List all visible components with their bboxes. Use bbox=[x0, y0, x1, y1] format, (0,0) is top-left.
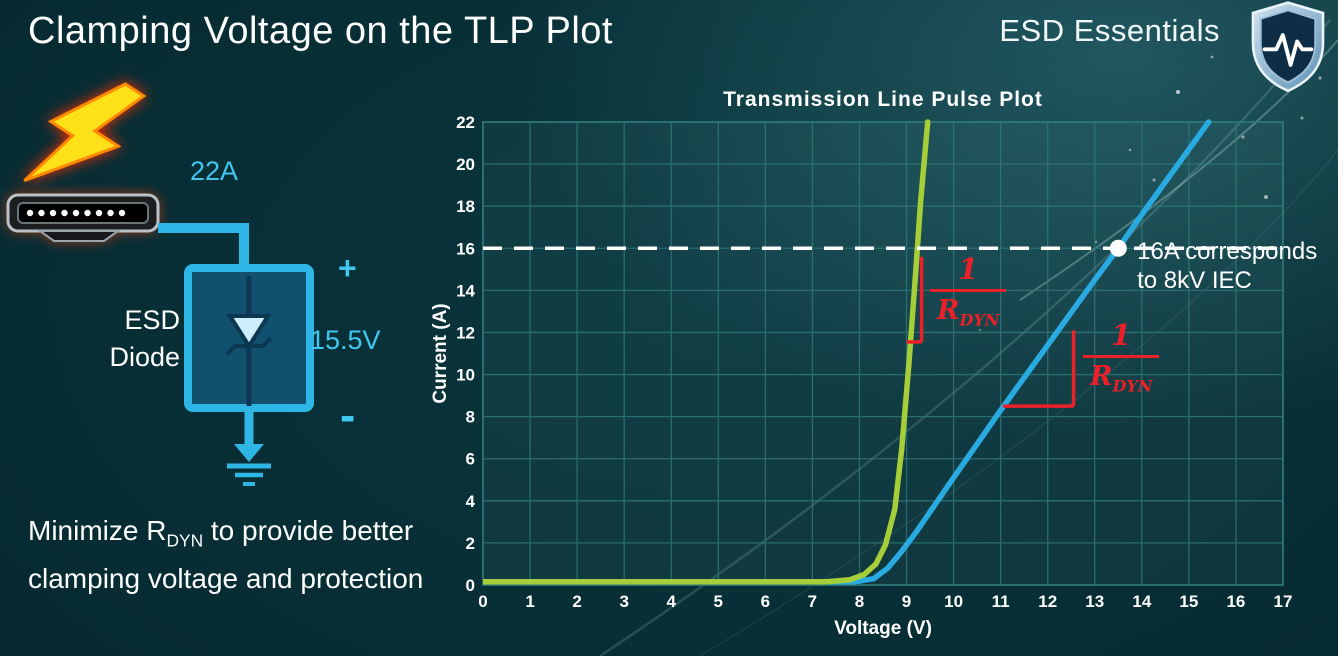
surge-wire bbox=[158, 223, 249, 270]
footer-note-prefix: Minimize R bbox=[28, 515, 167, 546]
ground-arrow bbox=[234, 408, 264, 462]
svg-text:3: 3 bbox=[619, 592, 628, 611]
svg-text:16: 16 bbox=[456, 239, 475, 258]
lightning-icon bbox=[23, 82, 147, 183]
esd-diode-label-line2: Diode bbox=[109, 342, 180, 372]
svg-text:6: 6 bbox=[466, 450, 475, 469]
series-group bbox=[483, 119, 1212, 585]
plot-border bbox=[482, 121, 1284, 586]
y-axis-title: Current (A) bbox=[430, 303, 451, 403]
svg-text:13: 13 bbox=[1085, 592, 1104, 611]
footer-note-sub: DYN bbox=[166, 530, 204, 551]
svg-text:8: 8 bbox=[855, 592, 864, 611]
svg-text:1: 1 bbox=[525, 592, 534, 611]
series-low-rdyn-diode bbox=[483, 119, 931, 585]
clamping-voltage-label: 15.5V bbox=[310, 325, 381, 355]
svg-text:18: 18 bbox=[456, 197, 475, 216]
svg-text:12: 12 bbox=[456, 323, 475, 342]
zener-diode-symbol bbox=[225, 276, 273, 406]
svg-text:0: 0 bbox=[466, 576, 475, 595]
surge-current-label: 22A bbox=[190, 156, 239, 186]
svg-text:16: 16 bbox=[1226, 592, 1245, 611]
svg-text:11: 11 bbox=[992, 592, 1010, 611]
svg-text:15: 15 bbox=[1179, 592, 1198, 611]
footer-note-suffix: to provide better clamping voltage and p… bbox=[28, 515, 424, 594]
svg-text:4: 4 bbox=[667, 592, 677, 611]
x-axis-title: Voltage (V) bbox=[834, 618, 932, 639]
svg-text:12: 12 bbox=[1038, 592, 1057, 611]
esd-diode-label-line1: ESD bbox=[124, 305, 180, 335]
brand-label: ESD Essentials bbox=[999, 13, 1220, 48]
footer-note: Minimize RDYN to provide better clamping… bbox=[28, 512, 426, 597]
svg-text:5: 5 bbox=[714, 592, 723, 611]
esd-diode-label: ESD Diode bbox=[95, 302, 180, 376]
svg-text:2: 2 bbox=[466, 534, 475, 553]
plus-sign: + bbox=[338, 250, 357, 286]
svg-text:9: 9 bbox=[902, 592, 911, 611]
svg-text:4: 4 bbox=[466, 492, 476, 511]
tick-labels: 0 1 2 3 4 5 6 7 8 9 10 11 12 13 14 15 16 1702468101214161… bbox=[430, 113, 1292, 639]
svg-text:20: 20 bbox=[456, 155, 475, 174]
ground-symbol bbox=[227, 463, 271, 486]
svg-text:10: 10 bbox=[456, 366, 475, 385]
svg-text:17: 17 bbox=[1274, 592, 1293, 611]
svg-text:0: 0 bbox=[478, 592, 487, 611]
svg-text:6: 6 bbox=[761, 592, 770, 611]
svg-text:22: 22 bbox=[456, 113, 475, 132]
plot-background bbox=[483, 122, 1283, 585]
svg-text:2: 2 bbox=[572, 592, 581, 611]
svg-text:10: 10 bbox=[944, 592, 963, 611]
svg-text:7: 7 bbox=[808, 592, 817, 611]
chart-title: Transmission Line Pulse Plot bbox=[723, 88, 1043, 111]
minus-sign: - bbox=[340, 389, 356, 441]
circuit-diagram bbox=[6, 82, 314, 486]
series-high-rdyn-diode bbox=[483, 119, 1212, 585]
shield-pulse-icon bbox=[1251, 1, 1325, 93]
svg-text:14: 14 bbox=[456, 281, 475, 300]
plot-svg: 0 1 2 3 4 5 6 7 8 9 10 11 12 13 14 15 16 1702468101214161… bbox=[430, 113, 1292, 639]
slope-indicators bbox=[906, 256, 1076, 408]
svg-text:14: 14 bbox=[1132, 592, 1151, 611]
page-title: Clamping Voltage on the TLP Plot bbox=[28, 10, 613, 52]
marker-dot bbox=[1109, 239, 1127, 257]
svg-text:8: 8 bbox=[466, 408, 475, 427]
hdmi-connector-icon bbox=[6, 193, 160, 242]
